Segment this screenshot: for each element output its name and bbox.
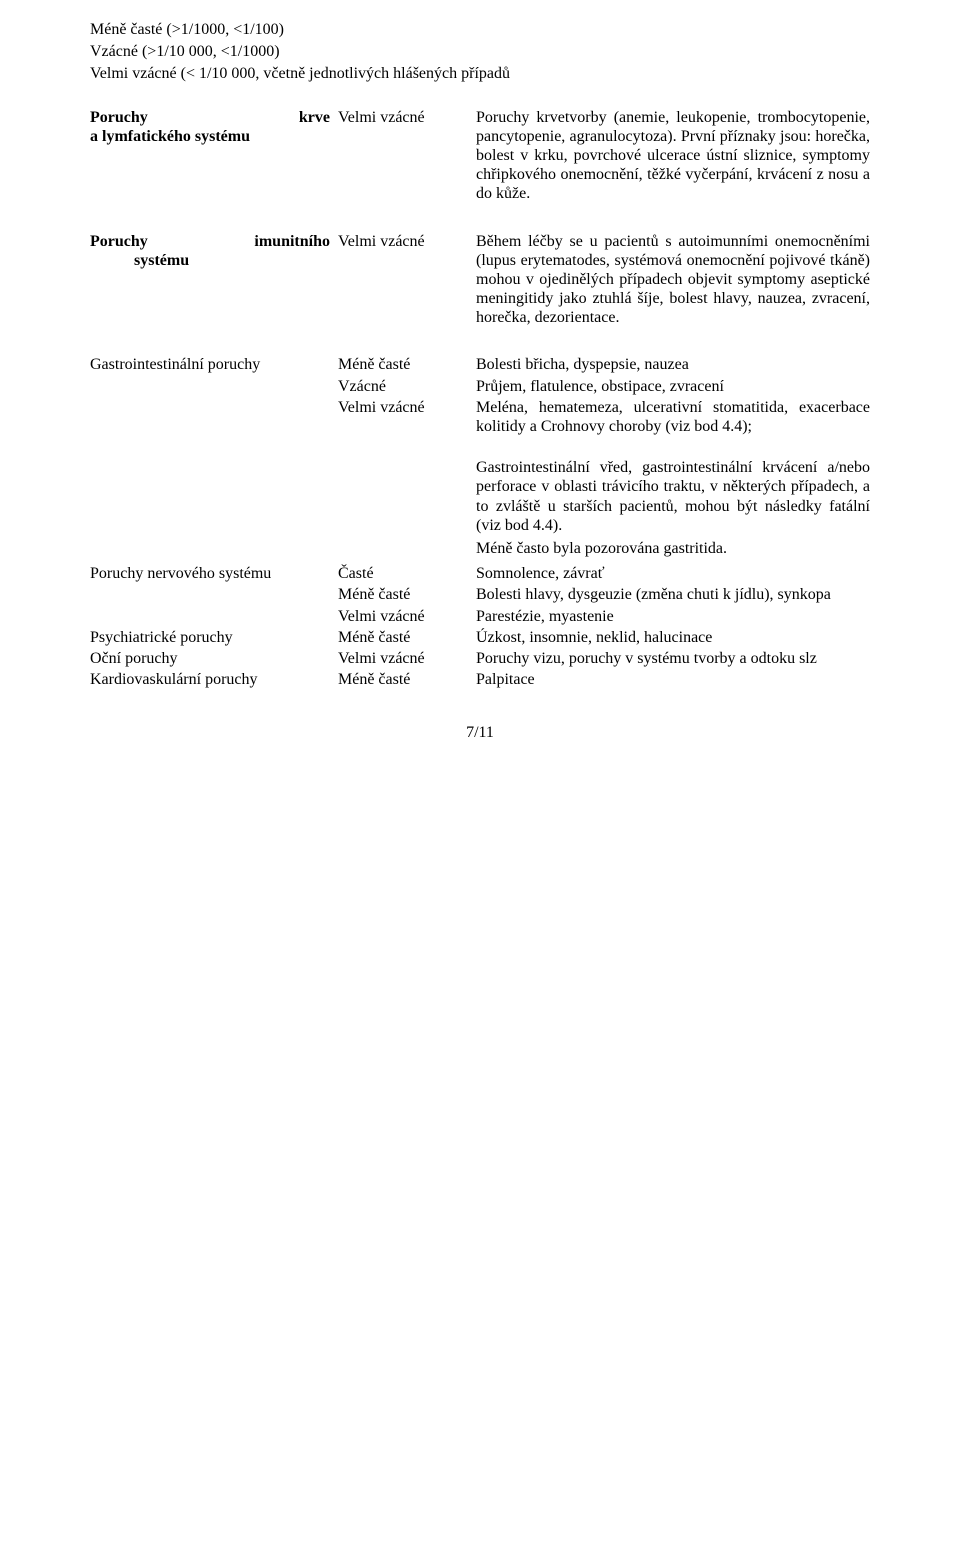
description-cell: Průjem, flatulence, obstipace, zvracení <box>476 377 870 396</box>
system-cell: Poruchy krve a lymfatického systému <box>90 108 338 146</box>
table-row: Oční poruchy Velmi vzácné Poruchy vizu, … <box>90 649 870 668</box>
frequency-cell: Velmi vzácné <box>338 232 476 251</box>
table-row: Velmi vzácné Meléna, hematemeza, ulcerat… <box>90 398 870 562</box>
description-para: Méně často byla pozorována gastritida. <box>476 539 870 558</box>
description-cell: Palpitace <box>476 670 870 689</box>
system-cell: Poruchy imunitního systému <box>90 232 338 270</box>
page-number: 7/11 <box>90 723 870 742</box>
intro-line-3: Velmi vzácné (< 1/10 000, včetně jednotl… <box>90 64 870 83</box>
description-cell: Poruchy krvetvorby (anemie, leukopenie, … <box>476 108 870 204</box>
frequency-cell: Velmi vzácné <box>338 607 476 626</box>
frequency-cell: Velmi vzácné <box>338 398 476 417</box>
description-cell: Během léčby se u pacientů s autoimunními… <box>476 232 870 328</box>
frequency-cell: Méně časté <box>338 355 476 374</box>
frequency-cell: Vzácné <box>338 377 476 396</box>
system-label-c: a lymfatického systému <box>90 127 330 146</box>
system-cell: Gastrointestinální poruchy <box>90 355 338 374</box>
intro-line-2: Vzácné (>1/10 000, <1/1000) <box>90 42 870 61</box>
frequency-cell: Méně časté <box>338 585 476 604</box>
frequency-cell: Velmi vzácné <box>338 108 476 127</box>
description-para: Gastrointestinální vřed, gastrointestiná… <box>476 458 870 535</box>
system-cell: Psychiatrické poruchy <box>90 628 338 647</box>
table-row: Méně časté Bolesti hlavy, dysgeuzie (změ… <box>90 585 870 604</box>
system-label-c: systému <box>90 251 330 270</box>
frequency-cell: Méně časté <box>338 628 476 647</box>
description-cell: Bolesti břicha, dyspepsie, nauzea <box>476 355 870 374</box>
frequency-cell: Méně časté <box>338 670 476 689</box>
table-row: Poruchy imunitního systému Velmi vzácné … <box>90 232 870 328</box>
adverse-effects-table: Poruchy krve a lymfatického systému Velm… <box>90 108 870 690</box>
description-cell: Somnolence, závrať <box>476 564 870 583</box>
description-cell: Úzkost, insomnie, neklid, halucinace <box>476 628 870 647</box>
system-cell: Kardiovaskulární poruchy <box>90 670 338 689</box>
description-cell: Poruchy vizu, poruchy v systému tvorby a… <box>476 649 870 668</box>
system-cell: Oční poruchy <box>90 649 338 668</box>
table-row: Gastrointestinální poruchy Méně časté Bo… <box>90 355 870 374</box>
description-cell: Bolesti hlavy, dysgeuzie (změna chuti k … <box>476 585 870 604</box>
description-para: Meléna, hematemeza, ulcerativní stomatit… <box>476 398 870 436</box>
table-row: Velmi vzácné Parestézie, myastenie <box>90 607 870 626</box>
table-row: Psychiatrické poruchy Méně časté Úzkost,… <box>90 628 870 647</box>
frequency-cell: Časté <box>338 564 476 583</box>
intro-line-1: Méně časté (>1/1000, <1/100) <box>90 20 870 39</box>
table-row: Poruchy nervového systému Časté Somnolen… <box>90 564 870 583</box>
table-row: Vzácné Průjem, flatulence, obstipace, zv… <box>90 377 870 396</box>
description-cell: Meléna, hematemeza, ulcerativní stomatit… <box>476 398 870 562</box>
system-label-b: imunitního <box>254 232 330 251</box>
frequency-cell: Velmi vzácné <box>338 649 476 668</box>
system-label-a: Poruchy <box>90 108 148 127</box>
table-row: Poruchy krve a lymfatického systému Velm… <box>90 108 870 204</box>
intro-block: Méně časté (>1/1000, <1/100) Vzácné (>1/… <box>90 20 870 84</box>
table-row: Kardiovaskulární poruchy Méně časté Palp… <box>90 670 870 689</box>
description-cell: Parestézie, myastenie <box>476 607 870 626</box>
system-cell: Poruchy nervového systému <box>90 564 338 583</box>
system-label-a: Poruchy <box>90 232 148 251</box>
system-label-b: krve <box>299 108 330 127</box>
